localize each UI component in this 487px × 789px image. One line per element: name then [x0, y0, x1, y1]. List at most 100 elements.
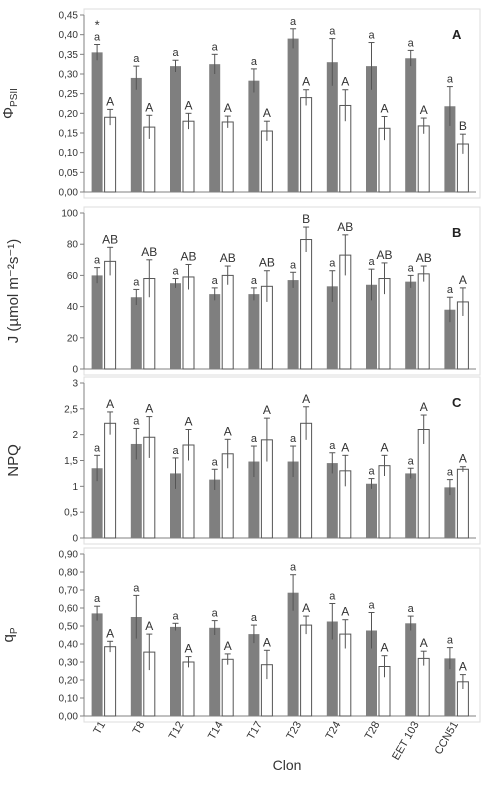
y-tick-label: 0,00 — [59, 712, 79, 723]
bar-open — [300, 422, 313, 539]
y-tick-label: 0,35 — [59, 50, 79, 61]
bar-filled — [366, 66, 377, 192]
bar-open — [221, 121, 234, 193]
y-axis-title: J (µmol m⁻²s⁻¹) — [5, 239, 22, 343]
significance-label: a — [408, 262, 415, 274]
bar-filled — [130, 443, 142, 538]
y-tick-label: 0,50 — [59, 622, 79, 633]
significance-label: a — [408, 455, 415, 467]
significance-label: a — [94, 255, 101, 267]
significance-label: A — [302, 601, 310, 615]
significance-label: a — [212, 275, 219, 287]
bar-open — [182, 661, 195, 717]
y-tick-label: 0,10 — [59, 148, 79, 159]
y-tick-label: 2 — [72, 430, 78, 441]
significance-label: AB — [180, 249, 196, 263]
y-tick-label: 0,25 — [59, 89, 79, 100]
bar-filled — [326, 62, 338, 193]
y-tick-label: 0,60 — [59, 604, 79, 615]
y-axis-title: qP — [0, 627, 20, 642]
significance-label: a — [447, 74, 454, 86]
significance-label: a — [329, 258, 336, 270]
bar-filled — [209, 627, 221, 716]
significance-label: A — [302, 392, 310, 406]
y-tick-label: 0,20 — [59, 109, 79, 120]
panel-letter: B — [452, 225, 461, 240]
significance-label: A — [184, 98, 192, 112]
y-tick-label: 0 — [72, 365, 78, 376]
significance-label: AB — [102, 232, 118, 246]
bar-open — [104, 260, 117, 370]
y-tick-label: 0,15 — [59, 129, 79, 140]
significance-label: a — [251, 612, 258, 624]
significance-label: a — [133, 582, 140, 594]
x-tick-label: T28 — [363, 720, 383, 742]
bar-filled — [248, 294, 260, 369]
significance-label: A — [184, 415, 192, 429]
bar-filled — [170, 66, 181, 192]
bar-open — [300, 624, 313, 717]
significance-label: a — [368, 466, 375, 478]
y-tick-label: 60 — [67, 271, 79, 282]
significance-label: a — [329, 591, 336, 603]
bar-filled — [170, 473, 181, 538]
y-tick-label: 40 — [67, 302, 79, 313]
bar-filled — [130, 617, 142, 716]
bar-filled — [287, 280, 299, 369]
bar-filled — [91, 468, 103, 538]
significance-label: a — [94, 442, 101, 454]
bar-open — [417, 273, 430, 370]
y-tick-label: 100 — [61, 209, 78, 220]
y-axis-title: NPQ — [5, 444, 22, 477]
significance-label: a — [212, 456, 219, 468]
asterisk-annotation: * — [95, 18, 100, 33]
x-tick-label: T14 — [206, 720, 226, 742]
bar-filled — [91, 275, 103, 369]
x-tick-label: T8 — [131, 720, 148, 737]
y-tick-label: 0,45 — [59, 11, 79, 22]
y-tick-label: 0,70 — [59, 586, 79, 597]
significance-label: AB — [416, 251, 432, 265]
significance-label: a — [172, 47, 179, 59]
significance-label: a — [251, 56, 258, 68]
bar-filled — [366, 483, 377, 538]
bar-open — [182, 120, 195, 193]
bar-filled — [248, 80, 260, 192]
y-tick-label: 3 — [72, 379, 78, 390]
x-tick-label: EET 103 — [390, 720, 422, 763]
bar-filled — [366, 630, 377, 716]
bar-filled — [405, 473, 417, 538]
bar-filled — [130, 77, 142, 192]
bar-open — [456, 468, 469, 539]
significance-label: a — [212, 41, 219, 53]
significance-label: A — [106, 626, 114, 640]
y-tick-label: 0,5 — [64, 508, 78, 519]
y-tick-label: 0 — [72, 534, 78, 545]
significance-label: a — [172, 610, 179, 622]
significance-label: A — [145, 100, 153, 114]
bar-filled — [287, 461, 299, 538]
x-tick-label: T1 — [91, 720, 108, 737]
bar-open — [182, 276, 195, 370]
y-tick-label: 0,40 — [59, 640, 79, 651]
significance-label: A — [145, 402, 153, 416]
y-tick-label: 80 — [67, 240, 79, 251]
bar-filled — [405, 623, 417, 716]
significance-label: B — [459, 119, 467, 133]
bar-open — [221, 274, 234, 370]
significance-label: A — [341, 605, 349, 619]
significance-label: A — [224, 424, 232, 438]
bar-open — [417, 657, 430, 717]
significance-label: a — [212, 608, 219, 620]
bar-filled — [209, 479, 221, 538]
panel-letter: A — [452, 27, 462, 42]
significance-label: a — [290, 16, 297, 28]
y-tick-label: 20 — [67, 333, 79, 344]
bar-filled — [209, 294, 221, 369]
y-tick-label: 0,80 — [59, 568, 79, 579]
significance-label: a — [94, 32, 101, 44]
